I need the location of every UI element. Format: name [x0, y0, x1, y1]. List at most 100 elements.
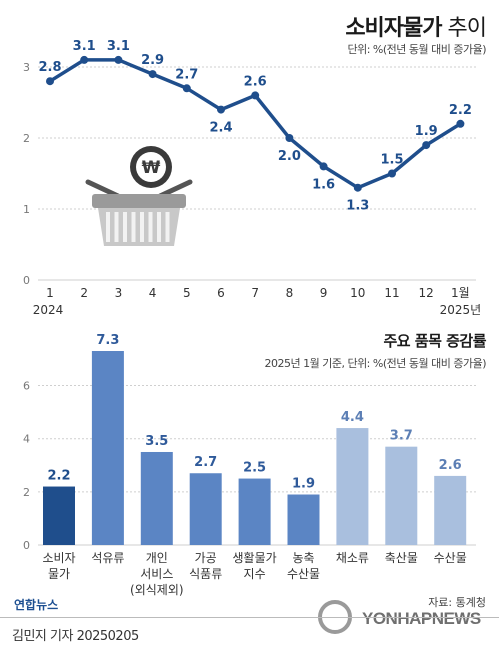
category-label: 식품류	[189, 567, 222, 581]
footer-divider	[0, 617, 499, 618]
category-label: 석유류	[91, 551, 124, 565]
category-label: 농축	[292, 551, 314, 565]
data-label: 1.3	[346, 199, 369, 214]
category-label: 지수	[244, 567, 266, 581]
data-label: 2.6	[244, 74, 267, 89]
x-tick-label: 10	[350, 286, 365, 300]
bar-chart-unit: 2025년 1월 기준, 단위: %(전년 동월 대비 증가율)	[264, 357, 486, 370]
data-label: 3.1	[107, 39, 130, 54]
data-point	[388, 169, 396, 178]
bar-value-label: 3.5	[145, 434, 168, 449]
category-label: 채소류	[336, 551, 369, 565]
x-tick-label: 1월	[451, 286, 470, 300]
y-tick-label: 1	[23, 203, 30, 216]
bar-value-label: 7.3	[96, 333, 119, 348]
data-point	[217, 105, 225, 114]
category-label: 수산물	[287, 567, 320, 581]
y-tick-label: 0	[23, 274, 30, 287]
bar-value-label: 2.5	[243, 461, 266, 476]
y-tick-label: 2	[23, 132, 30, 145]
basket-slot	[123, 212, 127, 242]
shopping-basket-icon	[85, 179, 193, 246]
x-year-label: 2025년	[440, 303, 482, 317]
page-title: 소비자물가 추이	[345, 16, 487, 41]
basket-rim	[92, 194, 186, 208]
category-label: (외식제외)	[130, 583, 184, 597]
bar	[43, 486, 75, 545]
data-point	[46, 77, 54, 86]
x-tick-label: 5	[183, 286, 191, 300]
x-tick-label: 8	[286, 286, 294, 300]
category-label: 소비자	[42, 551, 75, 565]
basket-slot	[148, 212, 153, 242]
bar-value-label: 2.6	[439, 458, 462, 473]
data-point	[80, 55, 89, 64]
data-point	[182, 84, 191, 93]
basket-slot	[165, 212, 170, 242]
bar-value-label: 2.2	[47, 469, 70, 484]
basket-slot	[140, 212, 144, 242]
x-tick-label: 11	[384, 286, 399, 300]
basket-slot	[157, 212, 161, 242]
bar	[189, 473, 222, 545]
data-point	[114, 55, 123, 64]
data-point	[456, 119, 465, 128]
reporter-credit: 김민지 기자 20250205	[12, 629, 139, 644]
data-label: 2.2	[449, 103, 472, 118]
bar	[434, 475, 467, 545]
data-label: 1.6	[312, 177, 335, 192]
data-label: 2.8	[38, 60, 61, 75]
x-tick-label: 12	[419, 286, 434, 300]
y-tick-label: 6	[23, 380, 30, 393]
bar	[287, 494, 320, 545]
x-tick-label: 1	[46, 286, 54, 300]
data-label: 3.1	[73, 39, 96, 54]
data-label: 1.9	[415, 124, 438, 139]
data-point	[251, 91, 260, 100]
data-label: 2.7	[175, 67, 198, 82]
y-tick-label: 2	[23, 486, 30, 499]
data-point	[319, 162, 328, 171]
data-label: 1.5	[380, 153, 403, 168]
basket-slot	[114, 212, 119, 242]
y-tick-label: 3	[23, 61, 30, 74]
x-tick-label: 7	[251, 286, 259, 300]
bar	[385, 446, 418, 545]
category-label: 물가	[48, 567, 70, 581]
won-coin-icon: ₩	[130, 146, 172, 188]
coin-inner	[136, 152, 166, 182]
source-note: 자료: 통계청	[428, 596, 486, 609]
x-tick-label: 2	[80, 286, 88, 300]
x-year-label: 2024	[33, 303, 64, 317]
basket-slot	[106, 212, 110, 242]
bar-chart-title: 주요 품목 증감률	[383, 332, 486, 350]
data-label: 2.9	[141, 53, 164, 68]
data-point	[285, 134, 294, 142]
bar	[140, 451, 173, 545]
x-tick-label: 4	[149, 286, 157, 300]
data-point	[353, 183, 362, 192]
bar-value-label: 3.7	[390, 429, 413, 444]
line-chart-unit: 단위: %(전년 동월 대비 증가율)	[347, 43, 486, 56]
category-label: 축산물	[385, 551, 418, 565]
won-symbol: ₩	[142, 158, 161, 178]
bar	[336, 428, 369, 545]
bar	[91, 351, 124, 545]
basket-handle	[85, 179, 193, 199]
data-point	[422, 141, 431, 150]
data-label: 2.4	[209, 121, 232, 136]
category-label: 개인	[146, 551, 168, 565]
bar	[238, 478, 271, 545]
x-tick-label: 3	[115, 286, 123, 300]
basket-slot	[131, 212, 136, 242]
data-label: 2.0	[278, 149, 301, 164]
category-label: 가공	[195, 551, 217, 565]
bar-value-label: 2.7	[194, 455, 217, 470]
data-point	[148, 70, 157, 79]
x-tick-label: 9	[320, 286, 328, 300]
yonhap-logo-left: 연합뉴스	[14, 598, 59, 612]
bar-value-label: 4.4	[341, 410, 364, 425]
category-label: 생활물가	[233, 551, 277, 565]
